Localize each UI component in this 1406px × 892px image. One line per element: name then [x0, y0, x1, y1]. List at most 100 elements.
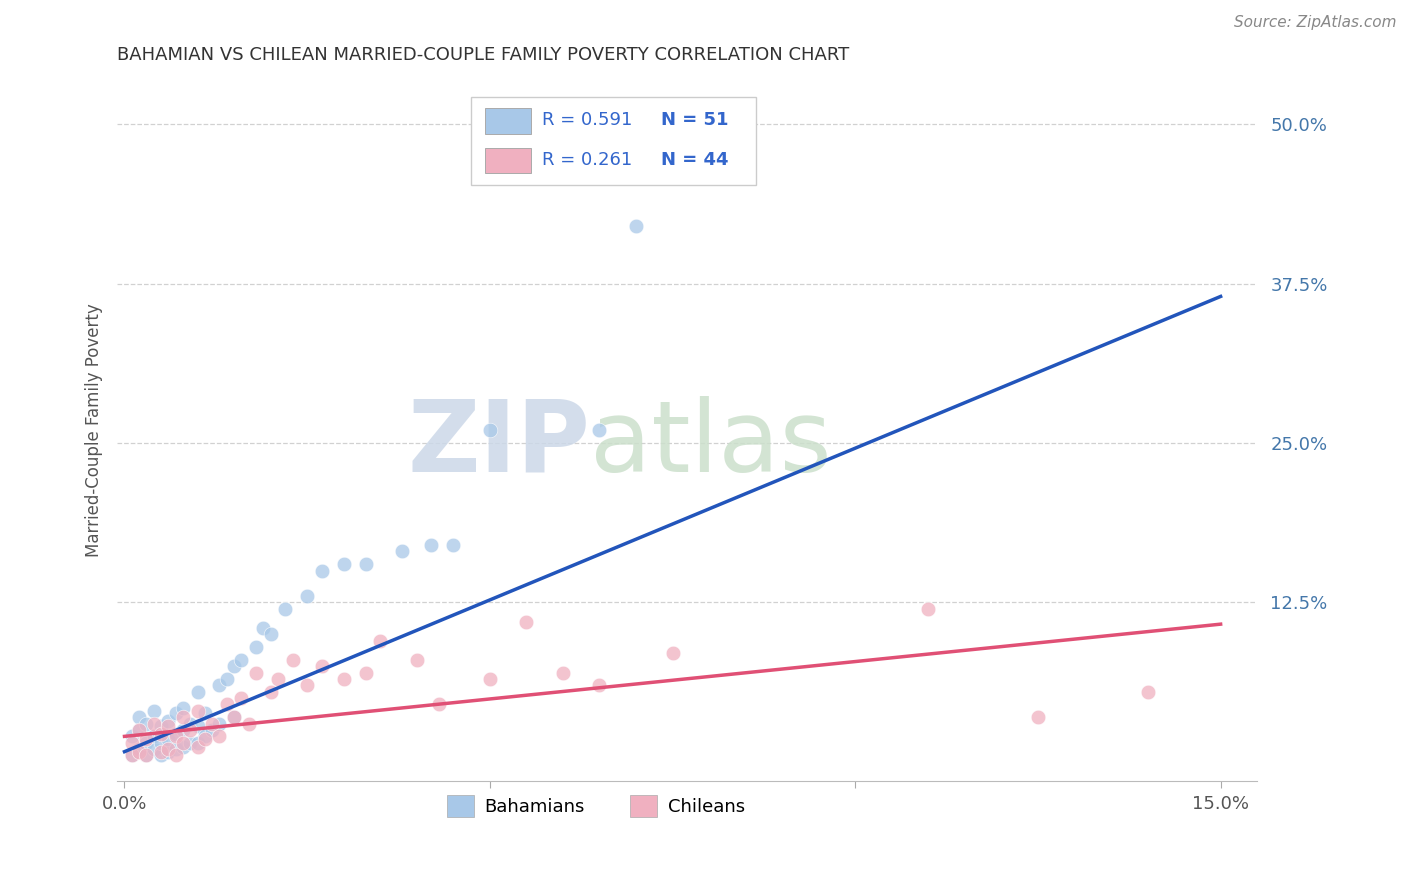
- Point: [179, 736, 201, 750]
- Point: [224, 710, 246, 724]
- Point: [128, 745, 150, 759]
- Point: [917, 602, 939, 616]
- Text: R = 0.261: R = 0.261: [543, 151, 633, 169]
- Point: [135, 716, 157, 731]
- Point: [208, 678, 231, 692]
- Point: [165, 742, 187, 756]
- Point: [128, 723, 150, 737]
- Point: [128, 710, 150, 724]
- Point: [478, 423, 501, 437]
- Point: [150, 748, 173, 763]
- Text: atlas: atlas: [591, 396, 832, 493]
- FancyBboxPatch shape: [485, 148, 531, 173]
- Point: [515, 615, 537, 629]
- Point: [252, 621, 274, 635]
- Point: [150, 745, 173, 759]
- Text: BAHAMIAN VS CHILEAN MARRIED-COUPLE FAMILY POVERTY CORRELATION CHART: BAHAMIAN VS CHILEAN MARRIED-COUPLE FAMIL…: [117, 46, 849, 64]
- Point: [427, 698, 450, 712]
- Point: [332, 672, 354, 686]
- Point: [295, 589, 318, 603]
- Point: [172, 710, 194, 724]
- Point: [661, 647, 683, 661]
- Point: [311, 659, 333, 673]
- Point: [478, 672, 501, 686]
- Point: [187, 719, 209, 733]
- Point: [187, 684, 209, 698]
- Point: [259, 684, 281, 698]
- Point: [150, 736, 173, 750]
- Point: [142, 716, 165, 731]
- Point: [179, 723, 201, 737]
- Point: [121, 730, 143, 744]
- Text: R = 0.591: R = 0.591: [543, 112, 633, 129]
- Point: [391, 544, 413, 558]
- Point: [281, 653, 304, 667]
- Point: [172, 701, 194, 715]
- Point: [332, 558, 354, 572]
- Point: [165, 727, 187, 741]
- Point: [405, 653, 427, 667]
- Point: [1136, 684, 1159, 698]
- Point: [157, 745, 180, 759]
- Point: [1026, 710, 1049, 724]
- Point: [267, 672, 290, 686]
- Point: [128, 742, 150, 756]
- Text: Source: ZipAtlas.com: Source: ZipAtlas.com: [1233, 15, 1396, 30]
- Y-axis label: Married-Couple Family Poverty: Married-Couple Family Poverty: [86, 303, 103, 558]
- Point: [215, 672, 238, 686]
- Point: [215, 698, 238, 712]
- Point: [194, 706, 217, 721]
- Point: [150, 719, 173, 733]
- Point: [238, 716, 260, 731]
- Point: [121, 748, 143, 763]
- Point: [142, 704, 165, 718]
- Point: [157, 714, 180, 728]
- Text: N = 51: N = 51: [661, 112, 728, 129]
- Point: [142, 730, 165, 744]
- Point: [121, 748, 143, 763]
- Point: [157, 742, 180, 756]
- Point: [274, 602, 297, 616]
- Text: N = 44: N = 44: [661, 151, 728, 169]
- Point: [208, 730, 231, 744]
- Point: [128, 723, 150, 737]
- Point: [231, 653, 253, 667]
- Point: [551, 665, 574, 680]
- Point: [231, 691, 253, 706]
- FancyBboxPatch shape: [471, 97, 755, 185]
- Text: ZIP: ZIP: [408, 396, 591, 493]
- Point: [201, 723, 224, 737]
- Point: [588, 423, 610, 437]
- Legend: Bahamians, Chileans: Bahamians, Chileans: [440, 789, 752, 824]
- Point: [150, 727, 173, 741]
- Point: [165, 706, 187, 721]
- Point: [172, 736, 194, 750]
- Point: [368, 633, 391, 648]
- Point: [172, 739, 194, 754]
- Point: [179, 716, 201, 731]
- Point: [624, 219, 647, 234]
- Point: [135, 731, 157, 746]
- Point: [157, 719, 180, 733]
- Point: [420, 538, 443, 552]
- Point: [121, 736, 143, 750]
- Point: [354, 558, 377, 572]
- Point: [187, 736, 209, 750]
- Point: [201, 716, 224, 731]
- Point: [245, 640, 267, 654]
- Point: [187, 704, 209, 718]
- Point: [224, 710, 246, 724]
- Point: [295, 678, 318, 692]
- Point: [187, 739, 209, 754]
- FancyBboxPatch shape: [485, 109, 531, 134]
- Point: [588, 678, 610, 692]
- Point: [311, 564, 333, 578]
- Point: [194, 731, 217, 746]
- Point: [135, 748, 157, 763]
- Point: [142, 742, 165, 756]
- Point: [208, 716, 231, 731]
- Point: [259, 627, 281, 641]
- Point: [441, 538, 464, 552]
- Point: [172, 723, 194, 737]
- Point: [224, 659, 246, 673]
